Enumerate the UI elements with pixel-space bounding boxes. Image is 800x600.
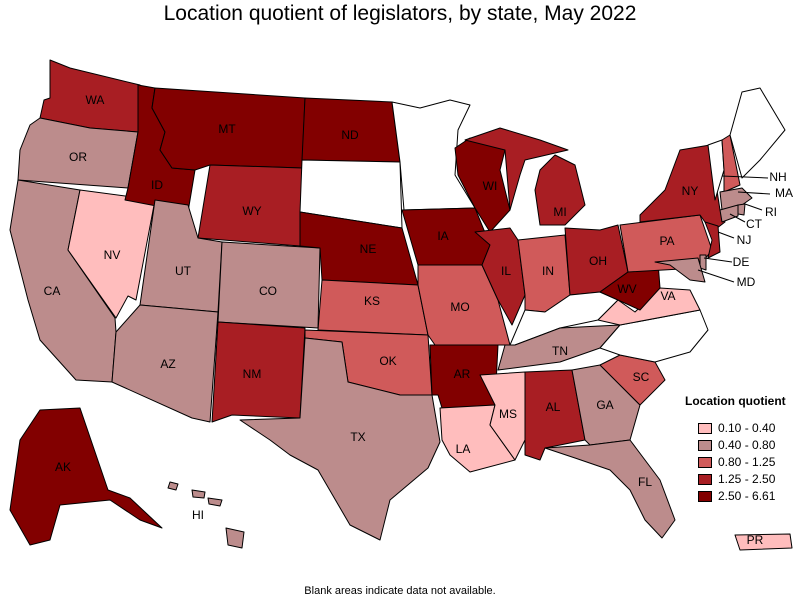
state-ri: [737, 203, 746, 216]
state-nm: [211, 321, 306, 423]
state-label-ma: MA: [775, 186, 793, 200]
states-layer: [9, 59, 793, 551]
legend-swatch: [698, 422, 712, 434]
state-label-hi: HI: [192, 508, 204, 522]
state-hi-part-1: [167, 481, 179, 491]
state-hi-part-2: [191, 489, 206, 499]
state-label-ga: GA: [596, 398, 613, 412]
state-or: [17, 117, 139, 189]
state-me: [729, 87, 786, 179]
state-nh: [721, 134, 741, 193]
legend-item-5: 2.50 - 6.61: [698, 489, 775, 503]
state-label-ut: UT: [175, 264, 192, 278]
legend-label: 0.40 - 0.80: [718, 438, 776, 452]
state-label-ak: AK: [55, 460, 71, 474]
state-label-ct: CT: [746, 217, 763, 231]
state-ak: [9, 407, 163, 546]
state-label-or: OR: [69, 150, 87, 164]
state-label-tn: TN: [552, 344, 568, 358]
legend-item-1: 0.10 - 0.40: [698, 421, 775, 435]
state-label-il: IL: [501, 264, 511, 278]
state-label-ia: IA: [437, 229, 448, 243]
legend-swatch: [698, 490, 712, 502]
state-label-nh: NH: [769, 170, 786, 184]
state-label-in: IN: [542, 264, 554, 278]
state-label-nj: NJ: [737, 233, 752, 247]
state-va: [597, 287, 701, 326]
labels-layer: WA OR CA NV ID MT WY UT CO AZ NM ND NE KS OK TX IA MO AR LA…: [44, 93, 793, 547]
state-label-mt: MT: [218, 122, 236, 136]
legend-swatch: [698, 439, 712, 451]
map-title: Location quotient of legislators, by sta…: [163, 2, 637, 25]
state-label-la: LA: [456, 442, 471, 456]
legend-swatch: [698, 456, 712, 468]
state-ma: [719, 187, 753, 211]
state-label-id: ID: [151, 178, 163, 192]
state-label-pa: PA: [659, 234, 674, 248]
legend-label: 0.10 - 0.40: [718, 421, 776, 435]
state-label-wi: WI: [483, 179, 498, 193]
state-label-ks: KS: [364, 294, 380, 308]
state-ct: [719, 204, 739, 223]
state-az: [111, 304, 219, 423]
legend-label: 2.50 - 6.61: [718, 489, 776, 503]
state-label-md: MD: [737, 275, 756, 289]
legend-label: 0.80 - 1.25: [718, 455, 776, 469]
state-label-wv: WV: [617, 282, 636, 296]
state-label-mo: MO: [450, 300, 469, 314]
legend-item-2: 0.40 - 0.80: [698, 438, 775, 452]
state-label-nd: ND: [341, 128, 359, 142]
state-label-pr: PR: [747, 533, 764, 547]
state-label-co: CO: [259, 284, 277, 298]
legend-title: Location quotient: [685, 394, 786, 408]
state-pr: [734, 533, 793, 551]
state-label-ri: RI: [765, 205, 777, 219]
state-label-al: AL: [546, 400, 561, 414]
state-label-ar: AR: [454, 367, 471, 381]
state-label-fl: FL: [638, 475, 652, 489]
state-fl: [544, 439, 676, 539]
state-label-oh: OH: [589, 254, 607, 268]
legend-item-4: 1.25 - 2.50: [698, 472, 775, 486]
state-label-wy: WY: [242, 204, 261, 218]
state-label-tx: TX: [350, 430, 365, 444]
state-label-ne: NE: [360, 242, 377, 256]
legend-swatch: [698, 473, 712, 485]
state-label-wa: WA: [86, 93, 105, 107]
state-tn: [497, 324, 621, 371]
state-hi-part-4: [225, 527, 245, 549]
state-label-va: VA: [660, 289, 675, 303]
legend-item-3: 0.80 - 1.25: [698, 455, 775, 469]
footnote: Blank areas indicate data not available.: [304, 585, 496, 597]
leader-lines: [697, 175, 771, 283]
state-sc: [599, 354, 666, 406]
state-tx: [239, 337, 441, 541]
state-label-ok: OK: [379, 354, 396, 368]
state-label-de: DE: [733, 255, 750, 269]
state-md: [654, 257, 706, 283]
state-nj: [704, 221, 721, 259]
state-label-az: AZ: [160, 357, 175, 371]
state-label-ca: CA: [44, 284, 61, 298]
state-label-nv: NV: [104, 248, 121, 262]
state-label-sc: SC: [633, 370, 650, 384]
legend-label: 1.25 - 2.50: [718, 472, 776, 486]
state-label-ny: NY: [682, 184, 699, 198]
state-label-mi: MI: [553, 205, 566, 219]
state-hi-part-3: [207, 497, 223, 507]
state-il: [474, 227, 526, 326]
state-label-nm: NM: [243, 367, 262, 381]
state-mi: [464, 127, 586, 226]
state-label-ms: MS: [499, 407, 517, 421]
